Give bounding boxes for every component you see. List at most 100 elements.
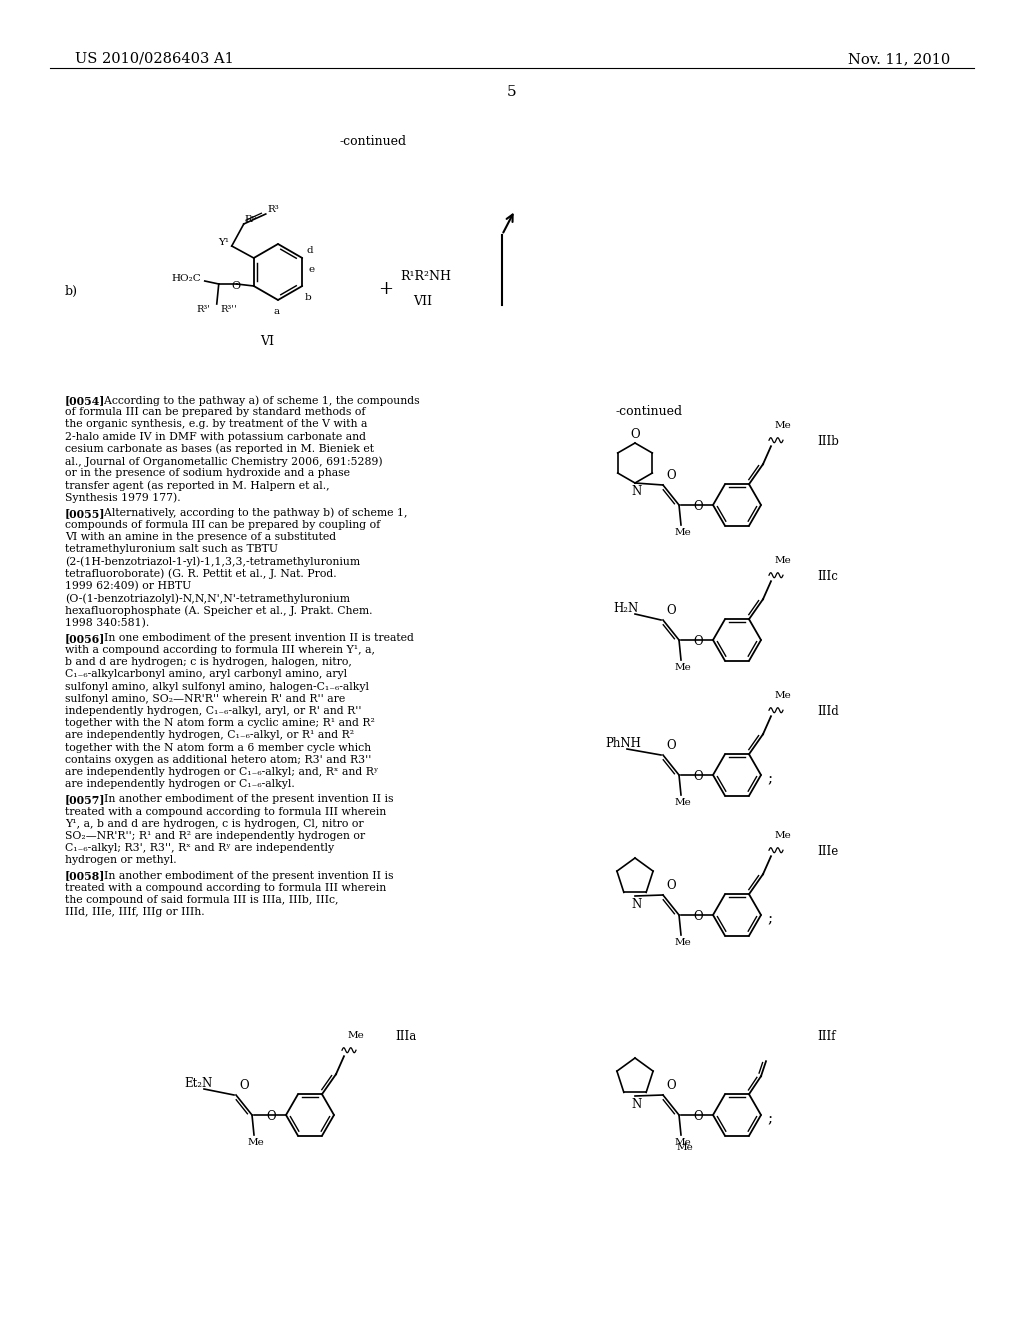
Text: In one embodiment of the present invention II is treated: In one embodiment of the present inventi… [97, 632, 414, 643]
Text: O: O [693, 770, 702, 783]
Text: [0055]: [0055] [65, 508, 105, 519]
Text: of formula III can be prepared by standard methods of: of formula III can be prepared by standa… [65, 407, 366, 417]
Text: O: O [666, 1078, 676, 1092]
Text: or in the presence of sodium hydroxide and a phase: or in the presence of sodium hydroxide a… [65, 469, 350, 478]
Text: [0056]: [0056] [65, 632, 105, 644]
Text: O: O [693, 500, 702, 513]
Text: compounds of formula III can be prepared by coupling of: compounds of formula III can be prepared… [65, 520, 380, 531]
Text: hexafluorophosphate (A. Speicher et al., J. Prakt. Chem.: hexafluorophosphate (A. Speicher et al.,… [65, 606, 373, 616]
Text: O: O [666, 739, 676, 752]
Text: R³: R³ [267, 205, 280, 214]
Text: Alternatively, according to the pathway b) of scheme 1,: Alternatively, according to the pathway … [97, 508, 408, 519]
Text: b: b [304, 293, 311, 302]
Text: O: O [693, 1110, 702, 1123]
Text: [0057]: [0057] [65, 795, 105, 805]
Text: Me: Me [675, 663, 692, 672]
Text: R³': R³' [197, 305, 211, 314]
Text: VI with an amine in the presence of a substituted: VI with an amine in the presence of a su… [65, 532, 336, 543]
Text: US 2010/0286403 A1: US 2010/0286403 A1 [75, 51, 233, 66]
Text: Me: Me [675, 1138, 692, 1147]
Text: sulfonyl amino, alkyl sulfonyl amino, halogen-C₁₋₆-alkyl: sulfonyl amino, alkyl sulfonyl amino, ha… [65, 681, 369, 692]
Text: are independently hydrogen or C₁₋₆-alkyl.: are independently hydrogen or C₁₋₆-alkyl… [65, 779, 295, 789]
Text: -continued: -continued [340, 135, 408, 148]
Text: the compound of said formula III is IIIa, IIIb, IIIc,: the compound of said formula III is IIIa… [65, 895, 339, 906]
Text: Me: Me [775, 692, 792, 700]
Text: 1998 340:581).: 1998 340:581). [65, 618, 150, 628]
Text: N: N [631, 1098, 641, 1111]
Text: a: a [274, 308, 281, 315]
Text: O: O [693, 635, 702, 648]
Text: N: N [631, 484, 641, 498]
Text: IIId: IIId [817, 705, 839, 718]
Text: O: O [666, 879, 676, 892]
Text: O: O [666, 469, 676, 482]
Text: treated with a compound according to formula III wherein: treated with a compound according to for… [65, 807, 386, 817]
Text: Me: Me [248, 1138, 265, 1147]
Text: C₁₋₆-alkylcarbonyl amino, aryl carbonyl amino, aryl: C₁₋₆-alkylcarbonyl amino, aryl carbonyl … [65, 669, 347, 680]
Text: VII: VII [413, 294, 432, 308]
Text: In another embodiment of the present invention II is: In another embodiment of the present inv… [97, 795, 393, 804]
Text: (2-(1H-benzotriazol-1-yl)-1,1,3,3,-tetramethyluronium: (2-(1H-benzotriazol-1-yl)-1,1,3,3,-tetra… [65, 557, 360, 568]
Text: HO₂C: HO₂C [172, 275, 202, 282]
Text: Rᵖ: Rᵖ [245, 215, 257, 224]
Text: IIIb: IIIb [817, 436, 839, 447]
Text: independently hydrogen, C₁₋₆-alkyl, aryl, or R' and R'': independently hydrogen, C₁₋₆-alkyl, aryl… [65, 706, 361, 715]
Text: IIIc: IIIc [817, 570, 838, 583]
Text: According to the pathway a) of scheme 1, the compounds: According to the pathway a) of scheme 1,… [97, 395, 420, 405]
Text: al., Journal of Organometallic Chemistry 2006, 691:5289): al., Journal of Organometallic Chemistry… [65, 455, 383, 466]
Text: sulfonyl amino, SO₂—NR'R'' wherein R' and R'' are: sulfonyl amino, SO₂—NR'R'' wherein R' an… [65, 694, 345, 704]
Text: O: O [630, 428, 640, 441]
Text: In another embodiment of the present invention II is: In another embodiment of the present inv… [97, 871, 393, 880]
Text: -continued: -continued [615, 405, 682, 418]
Text: Synthesis 1979 177).: Synthesis 1979 177). [65, 492, 180, 503]
Text: Me: Me [348, 1031, 365, 1040]
Text: tetramethyluronium salt such as TBTU: tetramethyluronium salt such as TBTU [65, 544, 278, 554]
Text: [0058]: [0058] [65, 871, 105, 882]
Text: 5: 5 [507, 84, 517, 99]
Text: cesium carbonate as bases (as reported in M. Bieniek et: cesium carbonate as bases (as reported i… [65, 444, 374, 454]
Text: tetrafluoroborate) (G. R. Pettit et al., J. Nat. Prod.: tetrafluoroborate) (G. R. Pettit et al.,… [65, 569, 337, 579]
Text: IIIf: IIIf [817, 1030, 836, 1043]
Text: Y¹: Y¹ [218, 238, 228, 247]
Text: transfer agent (as reported in M. Halpern et al.,: transfer agent (as reported in M. Halper… [65, 480, 330, 491]
Text: b): b) [65, 285, 78, 298]
Text: with a compound according to formula III wherein Y¹, a,: with a compound according to formula III… [65, 645, 375, 655]
Text: IIIe: IIIe [817, 845, 839, 858]
Text: treated with a compound according to formula III wherein: treated with a compound according to for… [65, 883, 386, 892]
Text: +: + [378, 280, 393, 298]
Text: ;: ; [767, 912, 772, 927]
Text: Me: Me [675, 939, 692, 946]
Text: O: O [666, 605, 676, 616]
Text: R³'': R³'' [221, 305, 238, 314]
Text: [0054]: [0054] [65, 395, 105, 407]
Text: contains oxygen as additional hetero atom; R3' and R3'': contains oxygen as additional hetero ato… [65, 755, 372, 764]
Text: Me: Me [775, 832, 792, 841]
Text: Et₂N: Et₂N [184, 1077, 212, 1090]
Text: H₂N: H₂N [613, 602, 638, 615]
Text: O: O [239, 1078, 249, 1092]
Text: d: d [306, 246, 313, 255]
Text: SO₂—NR'R''; R¹ and R² are independently hydrogen or: SO₂—NR'R''; R¹ and R² are independently … [65, 832, 366, 841]
Text: 2-halo amide IV in DMF with potassium carbonate and: 2-halo amide IV in DMF with potassium ca… [65, 432, 366, 442]
Text: b and d are hydrogen; c is hydrogen, halogen, nitro,: b and d are hydrogen; c is hydrogen, hal… [65, 657, 352, 667]
Text: (O-(1-benzotriazolyl)-N,N,N',N'-tetramethyluronium: (O-(1-benzotriazolyl)-N,N,N',N'-tetramet… [65, 593, 350, 603]
Text: Me: Me [677, 1143, 693, 1152]
Text: 1999 62:409) or HBTU: 1999 62:409) or HBTU [65, 581, 191, 591]
Text: e: e [308, 265, 314, 275]
Text: Me: Me [675, 799, 692, 807]
Text: R¹R²NH: R¹R²NH [400, 271, 451, 282]
Text: together with the N atom form a cyclic amine; R¹ and R²: together with the N atom form a cyclic a… [65, 718, 375, 729]
Text: ;: ; [767, 772, 772, 785]
Text: are independently hydrogen or C₁₋₆-alkyl; and, Rˣ and Rʸ: are independently hydrogen or C₁₋₆-alkyl… [65, 767, 379, 777]
Text: the organic synthesis, e.g. by treatment of the V with a: the organic synthesis, e.g. by treatment… [65, 420, 368, 429]
Text: N: N [631, 898, 641, 911]
Text: are independently hydrogen, C₁₋₆-alkyl, or R¹ and R²: are independently hydrogen, C₁₋₆-alkyl, … [65, 730, 354, 741]
Text: ;: ; [767, 1111, 772, 1126]
Text: VI: VI [260, 335, 274, 348]
Text: C₁₋₆-alkyl; R3', R3'', Rˣ and Rʸ are independently: C₁₋₆-alkyl; R3', R3'', Rˣ and Rʸ are ind… [65, 843, 334, 853]
Text: Nov. 11, 2010: Nov. 11, 2010 [848, 51, 950, 66]
Text: Me: Me [775, 556, 792, 565]
Text: IIIa: IIIa [395, 1030, 416, 1043]
Text: PhNH: PhNH [605, 737, 641, 750]
Text: Me: Me [775, 421, 792, 430]
